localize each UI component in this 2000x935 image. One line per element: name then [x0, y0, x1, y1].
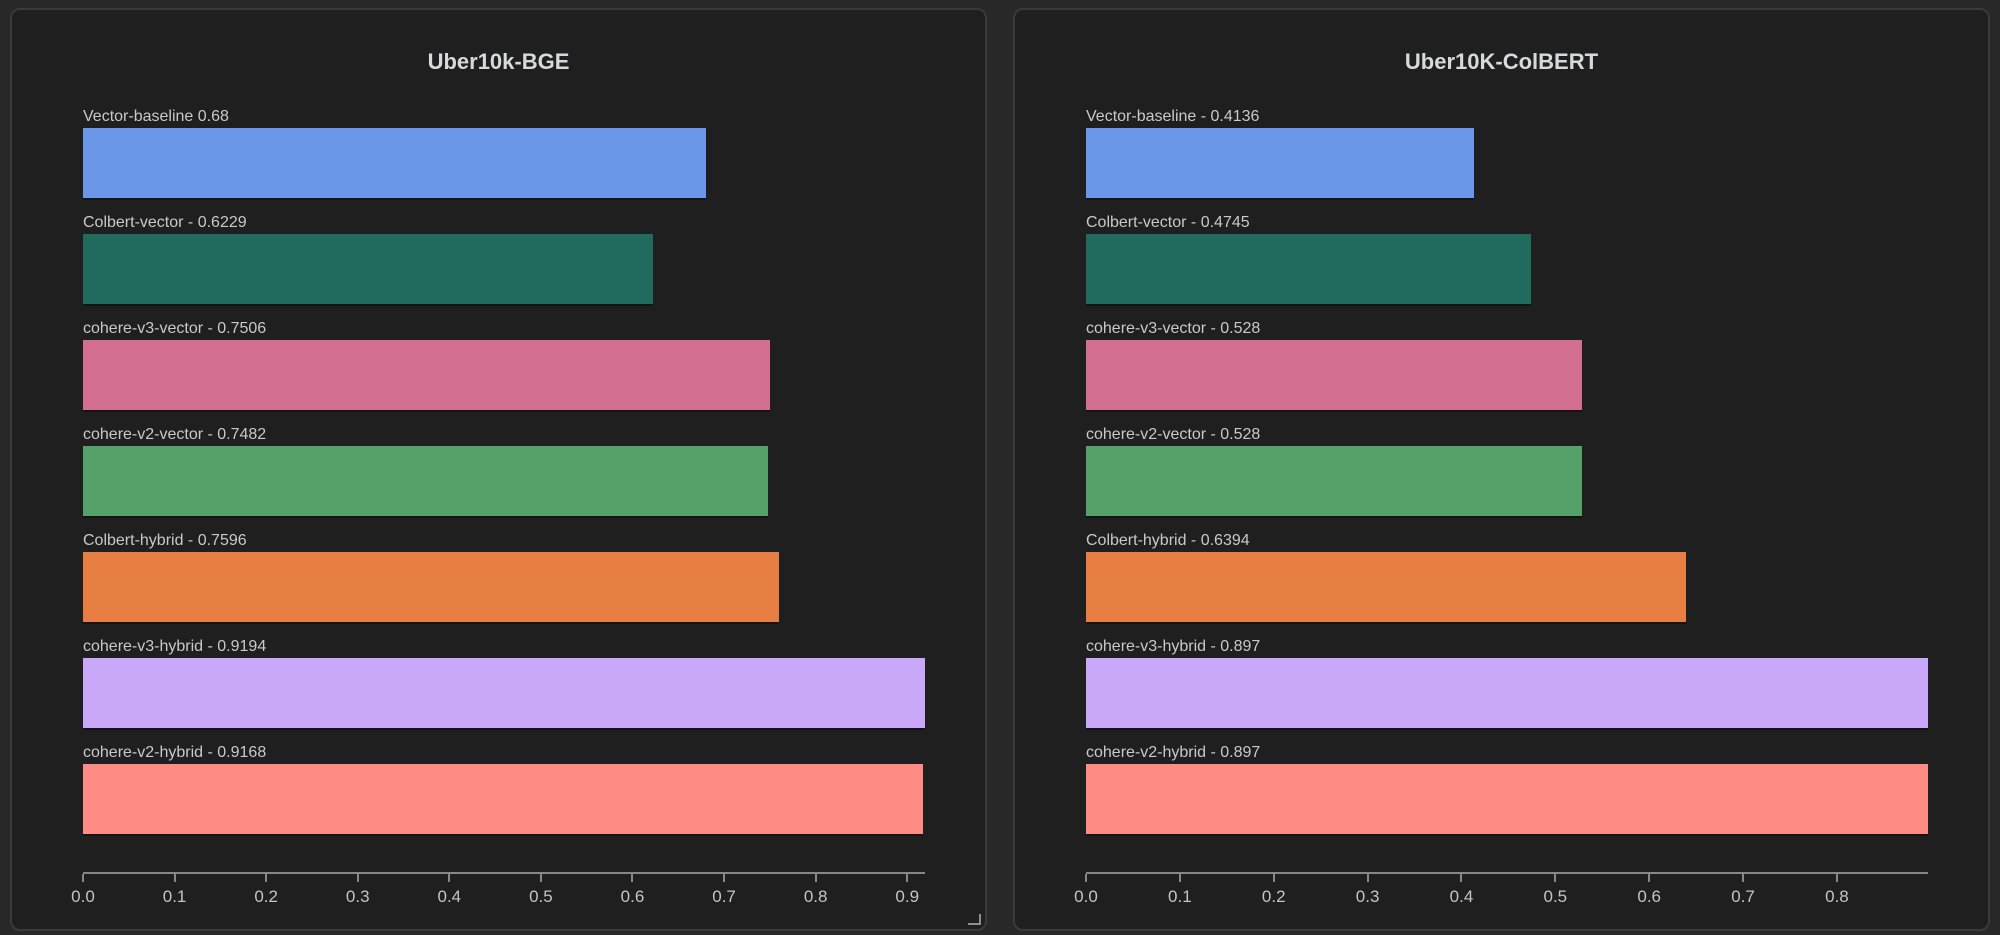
x-axis: 0.0 0.1 0.2 0.3 0.4 0.5 0.6 0.7 0.8 [1074, 872, 1928, 912]
bar-value-label: cohere-v3-vector - 0.528 [1086, 320, 1261, 337]
bar-row: Vector-baseline 0.68 [83, 106, 925, 198]
axis-tick [1178, 874, 1181, 882]
bar-value-label: Colbert-hybrid - 0.6394 [1086, 532, 1250, 549]
bar-row: cohere-v2-hybrid - 0.9168 [83, 742, 925, 834]
chart-title: Uber10k-BGE [427, 49, 570, 74]
axis-tick [1648, 874, 1651, 882]
bar [1086, 234, 1532, 304]
bar [1086, 446, 1582, 516]
bar [1086, 340, 1582, 410]
axis-tick [1742, 874, 1745, 882]
bar-value-label: Colbert-vector - 0.6229 [83, 214, 247, 231]
bar-row: cohere-v3-hybrid - 0.897 [1086, 636, 1928, 728]
axis-tick-label: 0.8 [1825, 887, 1849, 906]
bar [1086, 764, 1928, 834]
bar-value-label: Vector-baseline - 0.4136 [1086, 108, 1260, 125]
axis-tick [1460, 874, 1463, 882]
bar-value-label: Colbert-hybrid - 0.7596 [83, 532, 247, 549]
axis-tick-label: 0.6 [1637, 887, 1662, 906]
axis-tick-label: 0.1 [162, 887, 187, 906]
axis-tick-label: 0.3 [1355, 887, 1380, 906]
bar-plot: Vector-baseline 0.68 Colbert-vector - 0.6… [12, 106, 985, 912]
bar [83, 340, 771, 410]
bar-plot: Vector-baseline - 0.4136 Colbert-vector -… [1015, 106, 1988, 912]
bar-row: cohere-v3-vector - 0.7506 [83, 318, 925, 410]
axis-tick-label: 0.3 [345, 887, 370, 906]
bar-row: cohere-v2-hybrid - 0.897 [1086, 742, 1928, 834]
axis-tick-label: 0.9 [895, 887, 920, 906]
bar [1086, 552, 1687, 622]
bar [1086, 658, 1928, 728]
axis-tick [356, 874, 359, 882]
axis-tick [173, 874, 176, 882]
resize-handle-icon[interactable] [968, 914, 981, 925]
bar [83, 552, 779, 622]
axis-tick-label: 0.2 [1261, 887, 1286, 906]
axis-tick-label: 0.5 [1543, 887, 1568, 906]
bar-value-label: cohere-v2-vector - 0.528 [1086, 426, 1261, 443]
bar-row: cohere-v2-vector - 0.528 [1086, 424, 1928, 516]
axis-tick-label: 0.6 [620, 887, 645, 906]
bar-row: cohere-v3-hybrid - 0.9194 [83, 636, 925, 728]
axis-tick-label: 0.0 [71, 887, 95, 906]
bar [83, 658, 925, 728]
axis-tick [631, 874, 634, 882]
bar [83, 128, 706, 198]
axis-tick [723, 874, 726, 882]
bar-value-label: cohere-v2-vector - 0.7482 [83, 426, 267, 443]
bar-row: cohere-v3-vector - 0.528 [1086, 318, 1928, 410]
axis-tick [1085, 874, 1087, 882]
bar [83, 764, 923, 834]
bar-row: cohere-v2-vector - 0.7482 [83, 424, 925, 516]
bar-row: Colbert-vector - 0.6229 [83, 212, 925, 304]
axis-tick [82, 874, 84, 882]
chart-panel-uber10k-bge: Uber10k-BGE Vector-baseline 0.68 Colbert-… [10, 8, 987, 931]
bar-value-label: cohere-v2-hybrid - 0.897 [1086, 744, 1261, 761]
axis-tick [265, 874, 268, 882]
axis-tick [539, 874, 542, 882]
bar-value-label: cohere-v3-hybrid - 0.897 [1086, 638, 1261, 655]
axis-tick [1554, 874, 1557, 882]
axis-tick-label: 0.8 [803, 887, 828, 906]
bar [1086, 128, 1475, 198]
chart-panel-uber10k-colbert: Uber10K-ColBERT Vector-baseline - 0.4136… [1013, 8, 1990, 931]
bar-row: Colbert-hybrid - 0.6394 [1086, 530, 1928, 622]
axis-tick-label: 0.7 [712, 887, 736, 906]
axis-tick-label: 0.5 [529, 887, 553, 906]
bar-value-label: Colbert-vector - 0.4745 [1086, 214, 1250, 231]
axis-tick [906, 874, 909, 882]
bar-row: Colbert-hybrid - 0.7596 [83, 530, 925, 622]
axis-tick-label: 0.7 [1731, 887, 1755, 906]
bar-row: Colbert-vector - 0.4745 [1086, 212, 1928, 304]
axis-tick [1272, 874, 1275, 882]
bar-value-label: cohere-v3-vector - 0.7506 [83, 320, 267, 337]
axis-tick-label: 0.2 [254, 887, 278, 906]
bar [83, 446, 769, 516]
bar-row: Vector-baseline - 0.4136 [1086, 106, 1928, 198]
axis-tick-label: 0.1 [1168, 887, 1192, 906]
bar-value-label: cohere-v3-hybrid - 0.9194 [83, 638, 267, 655]
axis-tick [1366, 874, 1369, 882]
bar-value-label: Vector-baseline 0.68 [83, 108, 229, 125]
axis-tick-label: 0.4 [1449, 887, 1474, 906]
axis-tick [814, 874, 817, 882]
axis-tick-label: 0.4 [437, 887, 462, 906]
chart-title: Uber10K-ColBERT [1404, 49, 1599, 74]
x-axis: 0.0 0.1 0.2 0.3 0.4 0.5 0.6 0.7 0.8 0.9 [71, 872, 925, 912]
axis-tick [1835, 874, 1838, 882]
axis-tick [448, 874, 451, 882]
bar-value-label: cohere-v2-hybrid - 0.9168 [83, 744, 267, 761]
bar [83, 234, 654, 304]
axis-tick-label: 0.0 [1074, 887, 1098, 906]
